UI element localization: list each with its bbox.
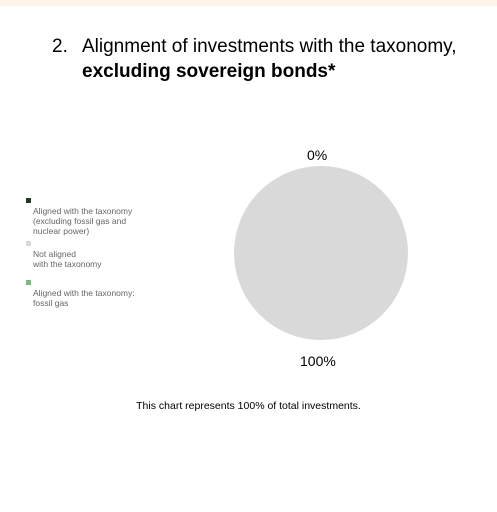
legend-label-aligned-excl: Aligned with the taxonomy (excluding fos…: [33, 206, 133, 236]
top-band: [0, 0, 497, 6]
pie-slice-1: [234, 166, 408, 340]
legend-item-aligned-excl: Aligned with the taxonomy (excluding fos…: [26, 196, 186, 236]
heading-number: 2.: [52, 36, 68, 57]
legend-swatch-aligned-excl: [26, 198, 31, 203]
legend-swatch-fossil-gas: [26, 280, 31, 285]
legend-swatch-not-aligned: [26, 241, 31, 246]
chart-legend: Aligned with the taxonomy (excluding fos…: [26, 196, 186, 308]
legend-label-not-aligned: Not aligned with the taxonomy: [33, 249, 102, 269]
heading-text-bold: excluding sovereign bonds*: [82, 61, 336, 82]
heading-text: Alignment of investments with the taxono…: [82, 34, 492, 84]
legend-item-fossil-gas: Aligned with the taxonomy: fossil gas: [26, 278, 186, 308]
data-label-top: 0%: [307, 147, 328, 163]
heading-text-plain: Alignment of investments with the taxono…: [82, 36, 457, 57]
legend-label-fossil-gas: Aligned with the taxonomy: fossil gas: [33, 288, 135, 308]
legend-item-not-aligned: Not aligned with the taxonomy: [26, 239, 186, 269]
data-label-bottom: 100%: [300, 353, 336, 369]
chart-footnote: This chart represents 100% of total inve…: [136, 400, 361, 412]
